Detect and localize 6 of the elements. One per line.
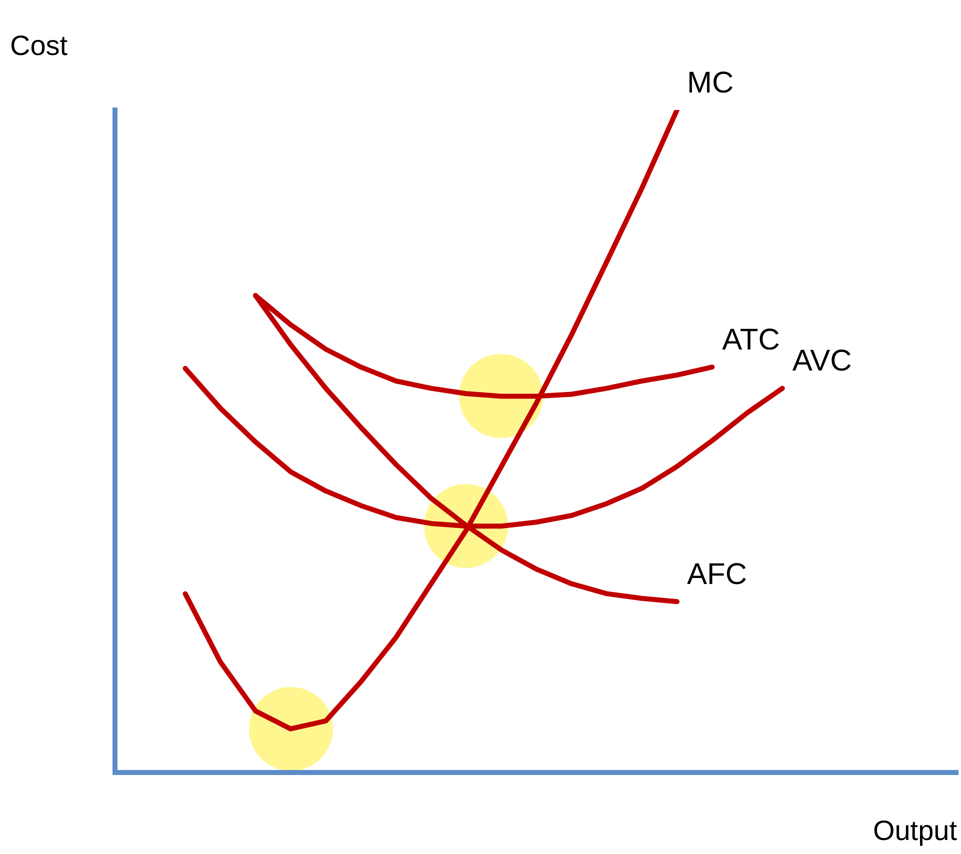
series-label: MC — [687, 66, 734, 100]
x-axis-title: Output — [872, 815, 957, 847]
series-label: AFC — [687, 558, 747, 591]
y-axis-title: Cost — [10, 30, 68, 62]
series-label: ATC — [722, 323, 780, 356]
series-label: AVC — [792, 344, 852, 378]
